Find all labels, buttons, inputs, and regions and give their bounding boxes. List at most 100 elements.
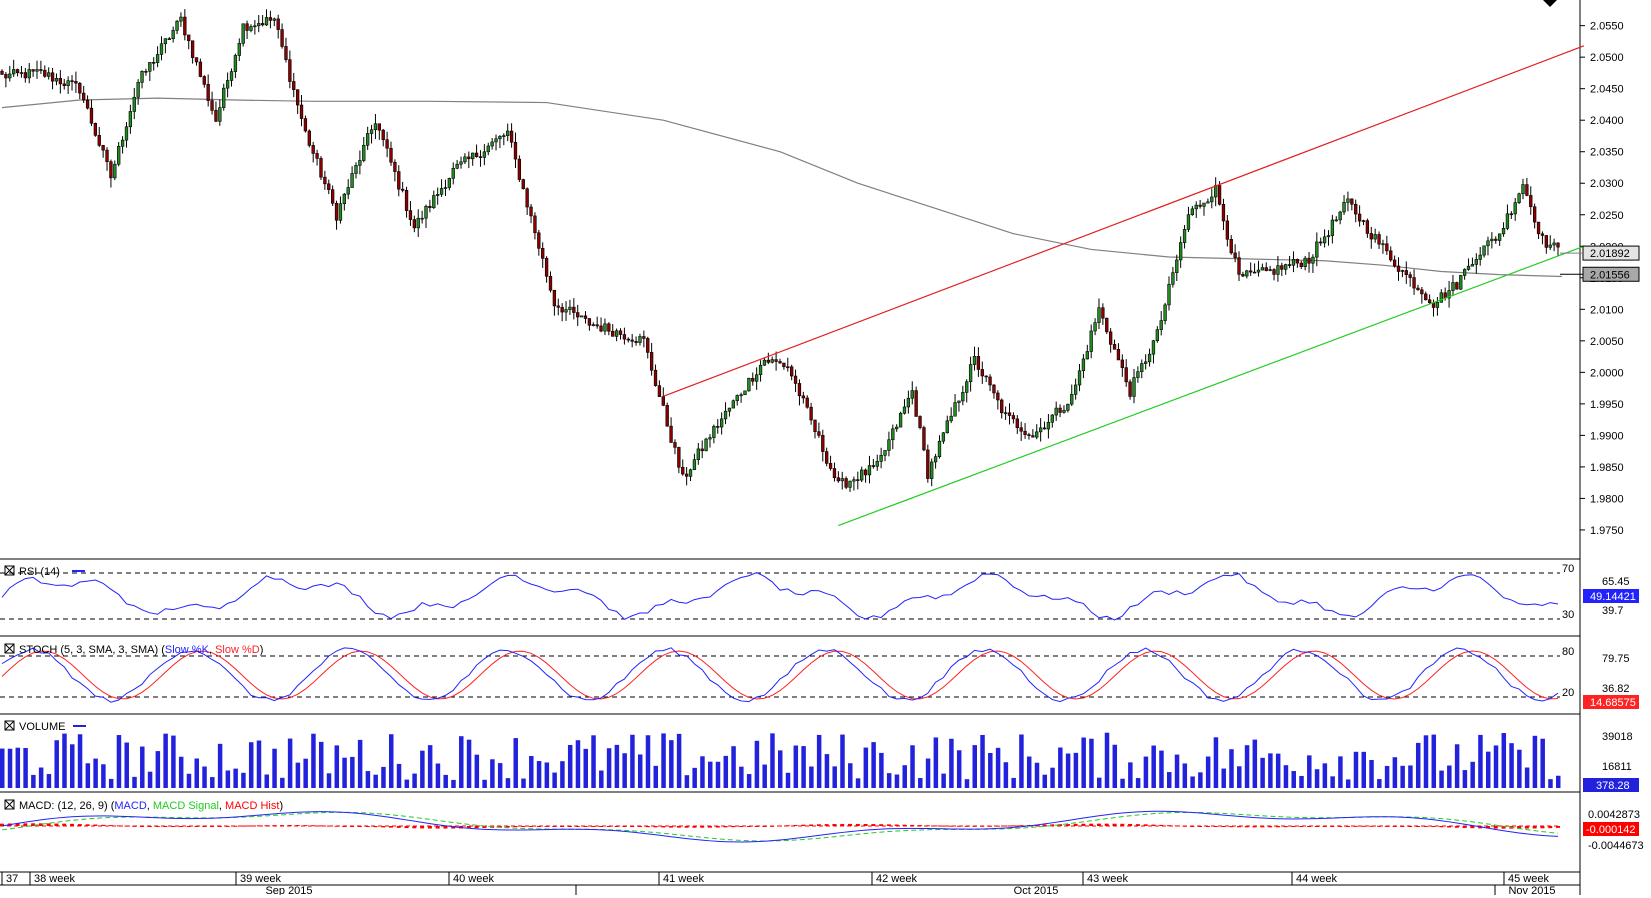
candle-body [27,69,31,79]
volume-bar [855,778,861,788]
macd-hist-bar [23,823,28,826]
macd-hist-bar [544,826,549,827]
candle-body [1007,412,1012,416]
candle-body [700,448,704,452]
candle-body [506,130,510,136]
candle-body [136,82,140,98]
candle-body [97,135,101,146]
candle-body [1011,415,1016,420]
candle-body [93,123,98,136]
volume-bar [140,746,145,788]
volume-bar [1252,739,1258,788]
volume-bar [505,778,511,788]
candle-body [1085,351,1089,360]
macd-hist-bar [124,825,129,827]
candle-body [1136,371,1140,378]
volume-bar [583,748,588,788]
candle-body [1198,204,1202,207]
volume-bar [1034,762,1040,788]
macd-hist-bar [918,825,923,827]
candle-body [241,23,245,44]
volume-bar [1400,765,1405,788]
volume-bar [1330,776,1335,788]
scroll-arrow-icon[interactable] [1543,0,1557,7]
moving-average-line [1,97,1562,278]
volume-bar [778,750,783,788]
candle-body [1179,242,1183,261]
candle-body [782,362,786,368]
macd-tick-high: 0.0042873 [1588,809,1640,821]
volume-bar [70,744,75,788]
candle-body [334,202,339,221]
volume-bar [988,752,993,788]
candle-body [1319,241,1323,244]
rsi-close-icon[interactable] [4,565,15,576]
candle-body [1214,185,1218,198]
candle-body [1097,307,1101,323]
rsi-level-70-label: 70 [1562,563,1574,575]
candle-body [1505,213,1510,229]
candle-body [1031,435,1035,438]
macd-hist-bar [311,825,316,827]
candle-body [1155,329,1159,342]
candle-body [1233,252,1237,258]
volume-bar [1501,733,1507,788]
candle-body [1186,214,1191,230]
macd-hist-bar [684,826,689,828]
candle-body [225,80,230,89]
macd-hist-bar [264,825,269,827]
macd-hist-bar [1252,826,1257,828]
volume-bar [1213,737,1219,788]
volume-bar [956,750,962,788]
volume-bar [630,734,635,788]
candle-body [976,356,981,370]
stoch-close-icon[interactable] [4,643,15,654]
candle-body [1455,282,1459,290]
candle-body [840,478,844,482]
candle-body [1268,269,1272,271]
candle-body [723,410,728,420]
candle-body [350,173,354,188]
volume-bar [163,733,168,788]
candle-body [630,339,634,342]
candle-body [502,135,506,137]
candle-body [1027,434,1031,436]
candle-body [513,141,518,160]
candle-body [828,463,833,469]
candle-body [836,477,841,482]
candle-body [436,194,440,196]
candle-body [1424,293,1428,301]
macd-hist-bar [1244,826,1249,828]
candle-body [260,23,265,26]
macd-close-icon[interactable] [4,799,15,810]
ma-price-label: 2.01556 [1582,266,1640,282]
macd-hist-bar [1431,826,1436,828]
candle-body [642,336,646,339]
candle-body [797,383,802,397]
candle-body [307,130,311,146]
volume-bar [848,763,853,788]
candle-body [117,145,121,165]
candle-body [910,390,914,399]
candle-body [618,330,623,335]
volume-bar [280,777,285,788]
candle-body [1427,299,1432,303]
volume-bar [692,767,697,788]
candle-body [926,449,930,479]
macd-hist-bar [241,825,246,827]
volume-close-icon[interactable] [4,720,15,731]
macd-hist-bar [443,826,448,829]
macd-hist-bar [1019,825,1024,827]
candle-body [1303,257,1307,268]
volume-bar [1369,759,1374,788]
macd-signal-line [1,811,1559,842]
candle-body [109,161,113,179]
candle-body [295,89,300,106]
candle-body [704,438,708,452]
candle-body [1548,244,1552,248]
volume-bar [1205,756,1211,788]
candle-body [31,69,35,72]
candle-body [1225,220,1230,240]
macd-hist-bar [630,826,635,827]
candle-body [611,330,615,337]
